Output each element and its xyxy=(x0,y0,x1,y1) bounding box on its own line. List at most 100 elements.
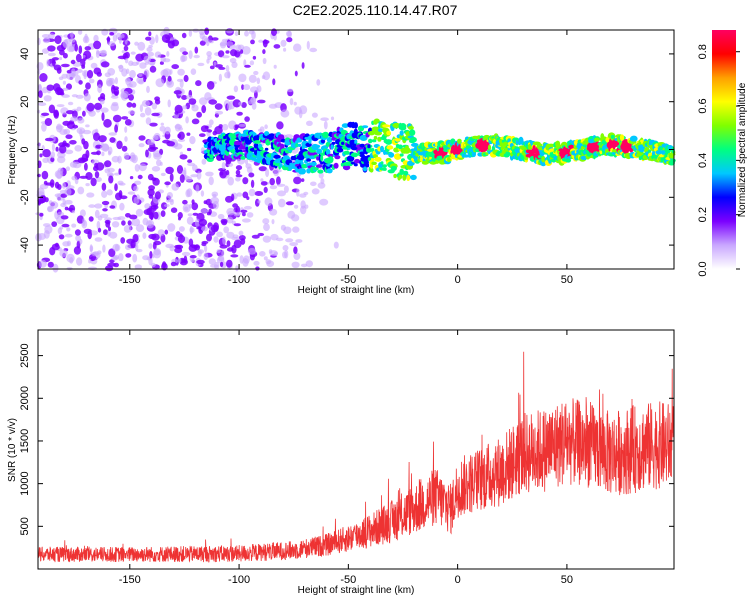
spectrogram-y-ticks: -40 -20 0 20 40 xyxy=(19,48,674,253)
spectrogram-noise-blob xyxy=(178,226,185,232)
spectrogram-noise-blob xyxy=(159,61,164,65)
spectrogram-x-tick-label: -50 xyxy=(340,274,356,286)
spectrogram-noise-blob xyxy=(253,70,259,76)
spectrogram-noise-blob xyxy=(48,104,56,114)
spectrogram-noise-blob xyxy=(171,64,179,70)
snr-y-ticks: 500 1000 1500 2000 2500 xyxy=(19,343,674,536)
spectrogram-noise-blob xyxy=(82,218,86,227)
spectrogram-band-blob xyxy=(393,173,397,179)
spectrogram-noise-blob xyxy=(136,61,140,65)
spectrogram-noise-blob xyxy=(333,241,339,249)
spectrogram-noise-blob xyxy=(160,210,166,218)
spectrogram-noise-blob xyxy=(123,152,130,160)
colorbar-tick-label: 0.6 xyxy=(697,98,709,113)
spectrogram-band-blob xyxy=(382,164,388,168)
spectrogram-band-blob xyxy=(374,130,382,136)
spectrogram-noise-blob xyxy=(178,131,185,140)
spectrogram-noise-blob xyxy=(118,253,124,262)
spectrogram-noise-blob xyxy=(89,244,93,253)
spectrogram-noise-blob xyxy=(259,251,266,257)
spectrogram-noise-blob xyxy=(271,219,275,225)
spectrogram-noise-blob xyxy=(177,138,186,142)
spectrogram-noise-blob xyxy=(42,48,50,54)
spectrogram-noise-blob xyxy=(175,231,181,238)
spectrogram-noise-blob xyxy=(311,188,320,195)
spectrogram-band-blob xyxy=(320,154,324,162)
spectrogram-x-axis-label: Height of straight line (km) xyxy=(298,285,415,296)
spectrogram-noise-blob xyxy=(187,213,193,217)
spectrogram-band-blob xyxy=(487,144,492,151)
spectrogram-noise-blob xyxy=(289,98,294,106)
spectrogram-noise-blob xyxy=(242,177,249,185)
spectrogram-noise-blob xyxy=(216,231,224,238)
spectrogram-noise-blob xyxy=(199,32,205,40)
spectrogram-noise-blob xyxy=(64,206,69,211)
spectrogram-noise-blob xyxy=(243,205,252,210)
spectrogram-noise-blob xyxy=(138,135,146,141)
spectrogram-noise-blob xyxy=(257,232,265,237)
spectrogram-noise-blob xyxy=(216,256,225,264)
spectrogram-noise-blob xyxy=(76,106,82,112)
colorbar-tick-label: 0.2 xyxy=(697,207,709,222)
spectrogram-noise-blob xyxy=(226,247,234,252)
spectrogram-noise-blob xyxy=(248,30,255,35)
spectrogram-noise-blob xyxy=(226,207,236,216)
spectrogram-noise-blob xyxy=(198,97,208,106)
spectrogram-noise-blob xyxy=(301,178,305,183)
spectrogram-noise-blob xyxy=(242,212,246,217)
spectrogram-noise-blob xyxy=(135,243,139,251)
spectrogram-band-blob xyxy=(223,154,229,161)
spectrogram-band-blob xyxy=(536,143,543,147)
snr-x-tick-label: 50 xyxy=(561,574,573,586)
spectrogram-noise-blob xyxy=(301,62,305,69)
spectrogram-noise-blob xyxy=(246,212,254,218)
spectrogram-band-blob xyxy=(371,126,380,132)
spectrogram-band-blob xyxy=(253,143,259,149)
spectrogram-noise-blob xyxy=(291,214,300,222)
spectrogram-noise-blob xyxy=(63,128,71,135)
spectrogram-band-blob xyxy=(315,164,323,168)
spectrogram-noise-blob xyxy=(180,55,186,63)
spectrogram-band-blob xyxy=(447,156,451,163)
spectrogram-noise-blob xyxy=(104,160,112,168)
spectrogram-noise-blob xyxy=(108,226,111,231)
spectrogram-noise-blob xyxy=(231,193,235,202)
spectrogram-noise-blob xyxy=(317,182,326,189)
spectrogram-noise-blob xyxy=(125,68,130,75)
snr-y-tick-label: 1500 xyxy=(19,429,31,453)
spectrogram-noise-blob xyxy=(52,59,56,67)
spectrogram-band-blob xyxy=(341,123,349,128)
spectrogram-noise-blob xyxy=(235,212,242,216)
spectrogram-band-blob xyxy=(240,155,246,160)
spectrogram-noise-blob xyxy=(95,50,100,59)
spectrogram-x-tick-label: -100 xyxy=(228,274,250,286)
spectrogram-noise-blob xyxy=(111,221,120,228)
spectrogram-band-blob xyxy=(565,158,572,163)
spectrogram-noise-blob xyxy=(252,55,257,60)
spectrogram-noise-blob xyxy=(226,216,234,224)
spectrogram-noise-blob xyxy=(170,207,178,213)
spectrogram-noise-blob xyxy=(85,82,91,90)
spectrogram-noise-blob xyxy=(146,85,150,93)
spectrogram-noise-blob xyxy=(39,73,48,82)
spectrogram-noise-blob xyxy=(71,223,77,228)
spectrogram-noise-blob xyxy=(53,109,59,118)
spectrogram-noise-blob xyxy=(171,39,180,47)
spectrogram-noise-blob xyxy=(50,151,56,159)
spectrogram-noise-blob xyxy=(244,64,251,68)
spectrogram-noise-blob xyxy=(98,50,107,56)
spectrogram-noise-blob xyxy=(135,53,144,62)
spectrogram-noise-blob xyxy=(99,99,105,105)
spectrogram-noise-blob xyxy=(218,66,226,70)
spectrogram-noise-blob xyxy=(232,99,241,108)
spectrogram-band-blob xyxy=(594,137,600,142)
spectrogram-noise-blob xyxy=(280,39,287,47)
spectrogram-noise-blob xyxy=(319,198,329,206)
spectrogram-band-blob xyxy=(350,152,359,158)
spectrogram-noise-blob xyxy=(84,162,88,171)
spectrogram-noise-blob xyxy=(273,44,281,49)
spectrogram-noise-blob xyxy=(109,32,115,36)
spectrogram-noise-blob xyxy=(163,203,170,208)
spectrogram-band-blob xyxy=(406,174,411,181)
spectrogram-noise-blob xyxy=(90,62,98,69)
